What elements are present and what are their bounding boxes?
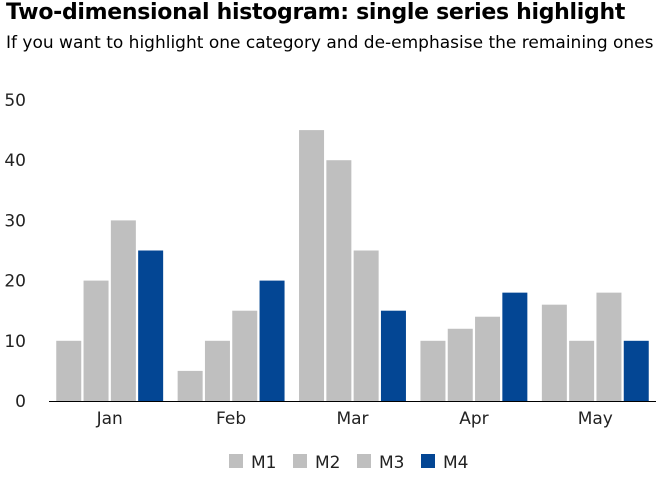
x-tick-label: May bbox=[578, 409, 613, 429]
y-tick-label: 50 bbox=[4, 91, 26, 111]
y-tick-label: 0 bbox=[15, 392, 26, 412]
chart-title: Two-dimensional histogram: single series… bbox=[6, 0, 626, 25]
bar-m1-feb bbox=[177, 370, 203, 401]
bar-m2-mar bbox=[326, 160, 352, 401]
bar-m3-apr bbox=[475, 316, 501, 401]
legend-swatch-m2 bbox=[293, 454, 307, 468]
x-tick-label: Apr bbox=[459, 409, 488, 429]
bars bbox=[56, 130, 649, 401]
y-tick-label: 40 bbox=[4, 151, 26, 171]
legend-label-m2: M2 bbox=[315, 453, 340, 473]
bar-m3-mar bbox=[353, 250, 379, 401]
bar-m4-may bbox=[623, 340, 649, 401]
bar-m4-jan bbox=[138, 250, 164, 401]
bar-m3-jan bbox=[110, 220, 136, 401]
bar-m1-jan bbox=[56, 340, 82, 401]
x-axis: Jan Feb Mar Apr May bbox=[49, 401, 656, 429]
chart-subtitle: If you want to highlight one category an… bbox=[6, 33, 654, 53]
bar-m4-feb bbox=[259, 280, 285, 401]
y-tick-label: 20 bbox=[4, 272, 26, 292]
x-tick-label: Mar bbox=[336, 409, 368, 429]
legend-swatch-m1 bbox=[229, 454, 243, 468]
bar-m1-may bbox=[541, 304, 567, 401]
legend-label-m3: M3 bbox=[379, 453, 404, 473]
x-tick-label: Jan bbox=[96, 409, 123, 429]
y-axis: 0 10 20 30 40 50 bbox=[4, 91, 26, 412]
legend-label-m4: M4 bbox=[443, 453, 468, 473]
bar-m4-apr bbox=[502, 292, 528, 401]
bar-m3-may bbox=[596, 292, 622, 401]
legend-label-m1: M1 bbox=[251, 453, 276, 473]
y-tick-label: 30 bbox=[4, 211, 26, 231]
bar-m2-jan bbox=[83, 280, 109, 401]
bar-m2-feb bbox=[204, 340, 230, 401]
bar-m3-feb bbox=[232, 310, 258, 401]
bar-m1-apr bbox=[420, 340, 446, 401]
bar-m1-mar bbox=[299, 130, 325, 401]
bar-m2-may bbox=[569, 340, 595, 401]
legend-swatch-m4 bbox=[421, 454, 435, 468]
y-tick-label: 10 bbox=[4, 332, 26, 352]
legend-swatch-m3 bbox=[357, 454, 371, 468]
legend: M1 M2 M3 M4 bbox=[229, 453, 468, 473]
bar-m2-apr bbox=[447, 328, 473, 401]
bar-m4-mar bbox=[380, 310, 406, 401]
x-tick-label: Feb bbox=[216, 409, 246, 429]
